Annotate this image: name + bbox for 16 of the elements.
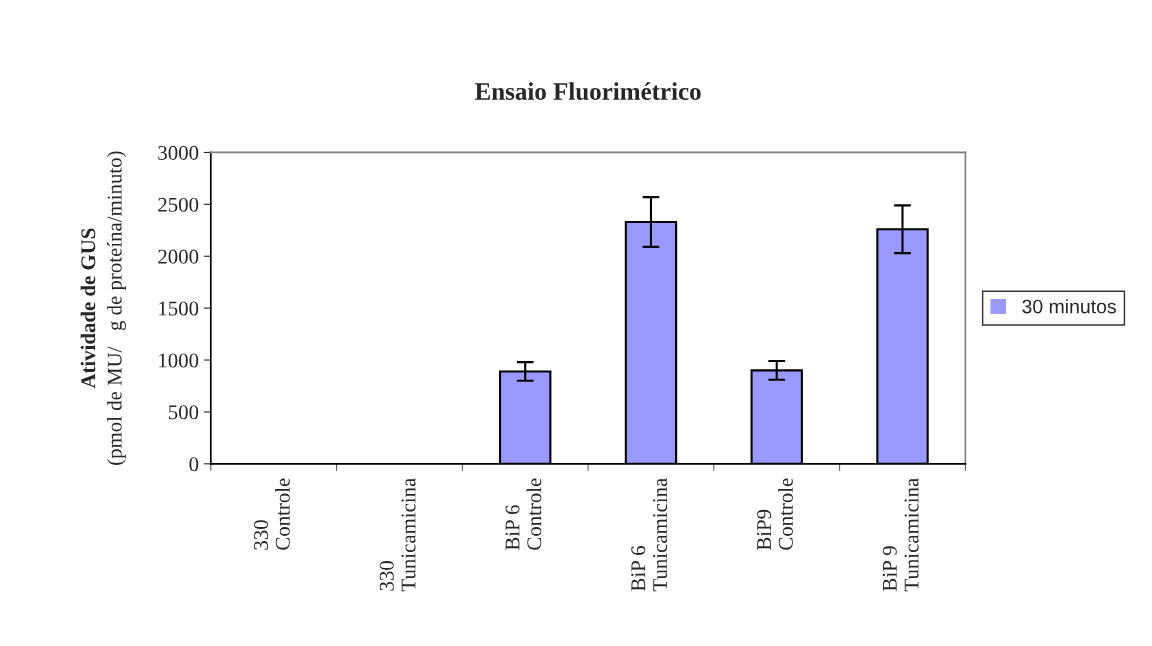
x-tick-label: BiP 6 Controle xyxy=(505,478,542,551)
x-tick-label: BiP 9 Tunicamicina xyxy=(882,478,919,592)
y-tick-label: 2000 xyxy=(158,249,199,264)
y-tick-label: 500 xyxy=(168,405,199,420)
x-tick-label: 330 Controle xyxy=(253,478,290,550)
y-tick-label: 1000 xyxy=(159,353,199,368)
y-tick-label: 3000 xyxy=(158,145,199,160)
y-axis-title: Atividade de GUS (pmol de MU/ g de proteína/minuto) xyxy=(80,151,126,465)
y-tick-label: 0 xyxy=(189,457,199,472)
y-tick-label: 2500 xyxy=(158,197,199,212)
chart-title: Ensaio Fluorimétrico xyxy=(475,82,701,100)
x-tick-label: BiP 6 Tunicamicina xyxy=(631,478,668,592)
legend-label: 30 minutos xyxy=(1022,299,1116,314)
y-tick-label: 1500 xyxy=(159,301,199,316)
x-tick-label: 330 Tunicamicina xyxy=(379,478,416,592)
x-tick-label: BiP9 Controle xyxy=(757,478,793,551)
